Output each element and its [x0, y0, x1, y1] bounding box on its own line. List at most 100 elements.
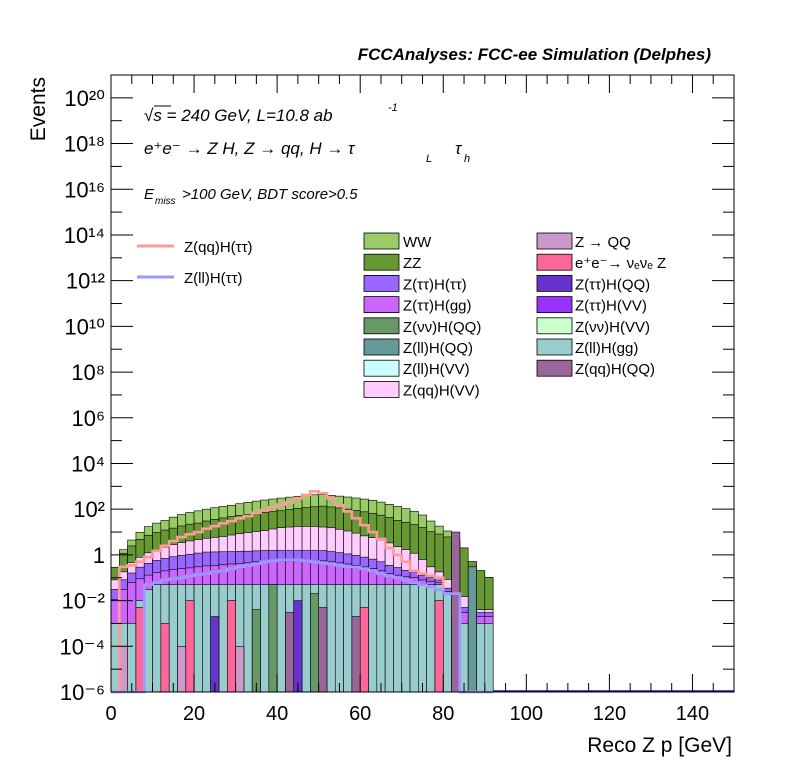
legend-swatch-z-h-vv — [536, 296, 573, 314]
legend-label: Z(ττ)H(QQ) — [575, 276, 650, 293]
bar-z-ll-h-gg — [260, 584, 270, 693]
y-tick-label: 10⁴ — [71, 451, 105, 476]
bar-z-ll-h-gg — [409, 584, 419, 693]
bar-z-ll-h-gg — [334, 584, 344, 693]
x-tick-label: 120 — [593, 703, 626, 725]
legend-swatch-z-h-qq — [363, 317, 400, 335]
legend: Z(qq)H(ττ) Z(ll)H(ττ) WW ZZ Z(ττ)H(ττ) Z(ττ)H… — [137, 232, 666, 399]
selection-label: >100 GeV, BDT score>0.5 — [182, 186, 358, 203]
y-tick-label: 10¹⁸ — [64, 132, 105, 157]
spike-e-e-z — [434, 600, 444, 693]
bar-z-ll-h-gg — [127, 623, 137, 693]
spike-z-ll-h-qq — [467, 566, 477, 693]
legend-swatch-z-ll-h-qq — [363, 338, 400, 356]
bar-z-ll-h-gg — [401, 584, 411, 693]
legend-swatch-z-h-gg — [363, 296, 400, 314]
tau-h-symbol: τ — [455, 139, 463, 158]
bar-z-ll-h-gg — [343, 584, 353, 693]
spike-z-qq — [177, 645, 187, 693]
legend-swatch-ww — [363, 232, 400, 250]
x-tick-label: 80 — [432, 703, 454, 725]
legend-label: e⁺e⁻→ νₑνₑ Z — [575, 255, 666, 272]
x-tick-label: 40 — [266, 703, 288, 725]
legend-label: Z(νν)H(QQ) — [403, 319, 481, 336]
plot-area — [110, 490, 734, 694]
bar-z-ll-h-gg — [418, 584, 427, 693]
legend-swatch-z-h-vv — [536, 317, 573, 335]
legend-swatch-z-h-qq — [536, 274, 573, 292]
legend-swatch-z-qq-h-qq — [536, 359, 573, 377]
y-tick-label: 10¹⁶ — [64, 177, 105, 202]
x-tick-label: 0 — [105, 703, 116, 725]
spike-e-e-z — [160, 623, 170, 693]
legend-label: WW — [403, 234, 432, 251]
bar-z-ll-h-gg — [426, 584, 436, 693]
process-label: e⁺e⁻ → Z H, Z → qq, H → τ — [144, 139, 356, 158]
bar-z-ll-h-gg — [168, 584, 178, 693]
emiss-subscript: miss — [155, 196, 176, 207]
x-axis-label: Reco Z p [GeV] — [587, 734, 732, 757]
bar-z-ll-h-gg — [218, 584, 228, 693]
bar-z-ll-h-gg — [368, 584, 378, 693]
legend-label: Z(νν)H(VV) — [575, 319, 650, 336]
spike-e-e-z — [226, 600, 236, 693]
spike-z-h-qq — [251, 609, 261, 693]
tau-L-subscript: L — [426, 153, 432, 165]
legend-swatch-z-qq-h-vv — [363, 380, 400, 398]
bar-z-ll-h-gg — [301, 584, 311, 693]
sqrt-s-lumi-label: √s = 240 GeV, L=10.8 ab — [144, 106, 333, 125]
y-tick-label: 10⁸ — [71, 360, 105, 385]
spike-z-h-qq — [210, 616, 220, 693]
x-tick-label: 60 — [349, 703, 371, 725]
bar-z-ll-h-gg — [484, 623, 494, 693]
bar-z-ll-h-gg — [384, 584, 394, 693]
spike-z-qq-h-qq — [285, 612, 295, 693]
legend-label: Z(ll)H(VV) — [403, 361, 470, 378]
legend-swatch-e-e-z — [536, 253, 573, 271]
bar-z-ll-h-gg — [326, 584, 336, 693]
bar-z-ll-h-gg — [243, 584, 253, 693]
legend-label: ZZ — [403, 255, 421, 272]
bar-z-ll-h-gg — [476, 623, 486, 693]
spike-e-e-z — [185, 600, 195, 693]
x-tick-label: 100 — [510, 703, 543, 725]
legend-swatch-z-ll-h-vv — [363, 359, 400, 377]
y-tick-label: 10⁻⁶ — [60, 680, 105, 705]
y-tick-label: 10¹² — [66, 269, 105, 294]
legend-label: Z(ll)H(gg) — [575, 340, 638, 357]
y-tick-label: 10²⁰ — [64, 86, 105, 111]
bar-z-ll-h-gg — [393, 584, 403, 693]
y-tick-label: 10² — [73, 497, 105, 522]
spike-z-h-qq — [293, 600, 303, 693]
spike-z-qq — [235, 645, 245, 693]
y-tick-label: 10⁻⁴ — [59, 634, 105, 659]
legend-label: Z(ll)H(ττ) — [184, 270, 243, 287]
legend-swatch-zz — [363, 253, 400, 271]
legend-label: Z(ττ)H(VV) — [575, 298, 647, 315]
x-tick-label: 140 — [676, 703, 709, 725]
y-tick-label: 10⁻² — [62, 589, 105, 614]
spike-z-h-qq — [268, 584, 278, 693]
legend-label: Z(qq)H(ττ) — [184, 239, 253, 256]
y-tick-label: 10¹⁴ — [64, 223, 105, 248]
spike-z-qq-h-qq — [318, 607, 328, 693]
tau-h-subscript: h — [464, 153, 470, 165]
legend-swatch-z-qq — [536, 232, 573, 250]
x-tick-label: 20 — [183, 703, 205, 725]
legend-label: Z → QQ — [575, 234, 631, 251]
lumi-exponent: -1 — [388, 102, 398, 114]
overlay-line-z-qq-h — [111, 490, 494, 694]
bar-z-ll-h-gg — [442, 593, 452, 693]
bar-z-ll-h-gg — [152, 584, 162, 693]
y-tick-label: 1 — [93, 543, 105, 568]
legend-label: Z(ll)H(QQ) — [403, 340, 473, 357]
bar-z-ll-h-gg — [193, 584, 203, 693]
chart-title: FCCAnalyses: FCC-ee Simulation (Delphes) — [358, 45, 712, 64]
y-tick-label: 10⁶ — [71, 406, 105, 431]
bar-z-ll-h-gg — [276, 584, 286, 693]
bar-z-ll-h-gg — [202, 584, 211, 693]
spike-e-e-z — [359, 607, 369, 693]
legend-label: Z(qq)H(QQ) — [575, 361, 655, 378]
legend-swatch-z-ll-h-gg — [536, 338, 573, 356]
